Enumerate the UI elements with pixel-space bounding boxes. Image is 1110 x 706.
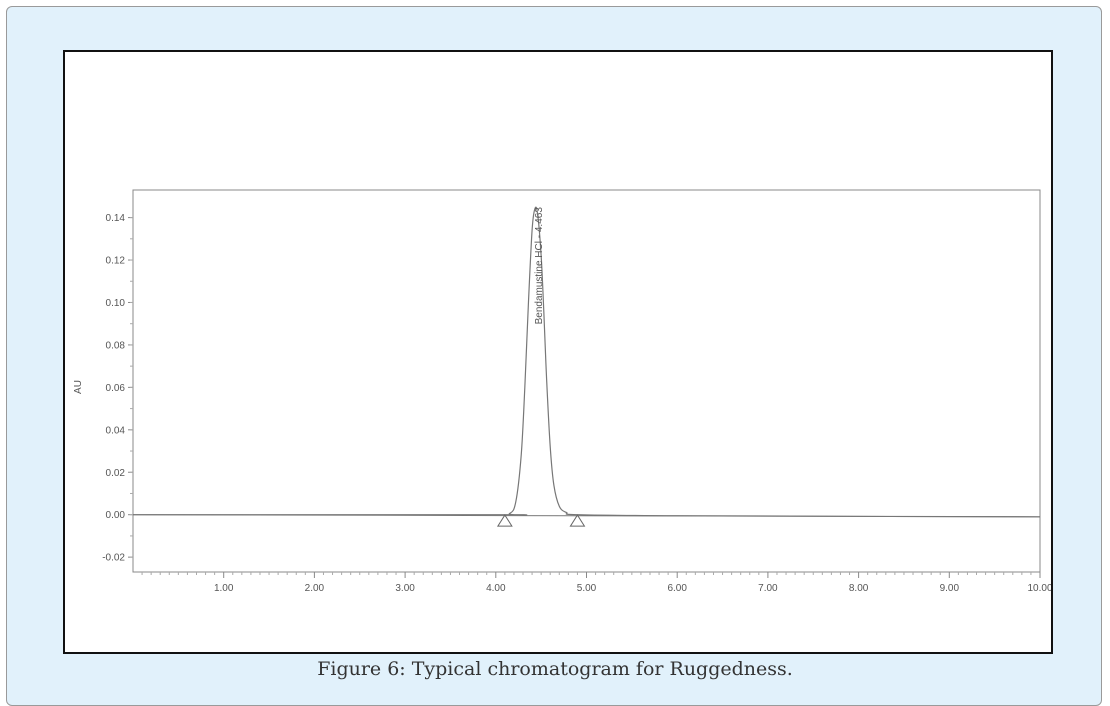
x-tick-label: 4.00 xyxy=(486,583,506,594)
y-tick-label: 0.08 xyxy=(106,340,126,351)
x-tick-label: 5.00 xyxy=(577,583,597,594)
y-tick-label: 0.00 xyxy=(106,510,126,521)
peak-label: Bendamustine HCl - 4.463 xyxy=(534,207,545,325)
chromatogram-figure: AU 0.14 0.12 0.10 0.08 0.06 0.04 0.02 0.00 -0.02… xyxy=(63,50,1053,654)
integration-marker xyxy=(496,514,513,527)
integration-marker xyxy=(569,514,586,527)
x-tick-label: 10.00 xyxy=(1027,583,1051,594)
x-tick-label: 7.00 xyxy=(758,583,778,594)
x-tick-label: 3.00 xyxy=(395,583,415,594)
y-tick-label: 0.02 xyxy=(106,468,126,479)
y-tick-label: -0.02 xyxy=(102,553,125,564)
y-tick-label: 0.10 xyxy=(106,298,126,309)
tick-labels: 0.14 0.12 0.10 0.08 0.06 0.04 0.02 0.00 -0.02 1.0… xyxy=(102,213,1051,594)
x-tick-label: 2.00 xyxy=(305,583,325,594)
chromatogram-chart: AU 0.14 0.12 0.10 0.08 0.06 0.04 0.02 0.00 -0.02… xyxy=(73,189,1051,594)
x-tick-label: 1.00 xyxy=(214,583,234,594)
figure-caption: Figure 6: Typical chromatogram for Rugge… xyxy=(317,658,793,680)
y-tick-label: 0.14 xyxy=(106,213,126,224)
y-tick-label: 0.06 xyxy=(106,383,126,394)
x-tick-label: 9.00 xyxy=(940,583,960,594)
integration-markers xyxy=(496,514,586,527)
x-tick-label: 6.00 xyxy=(667,583,687,594)
y-tick-label: 0.12 xyxy=(106,256,126,267)
axis-ticks xyxy=(128,217,1041,578)
y-axis-label: AU xyxy=(73,380,84,394)
x-tick-label: 8.00 xyxy=(849,583,869,594)
y-tick-label: 0.04 xyxy=(106,425,126,436)
chromatogram-trace xyxy=(132,206,1041,518)
